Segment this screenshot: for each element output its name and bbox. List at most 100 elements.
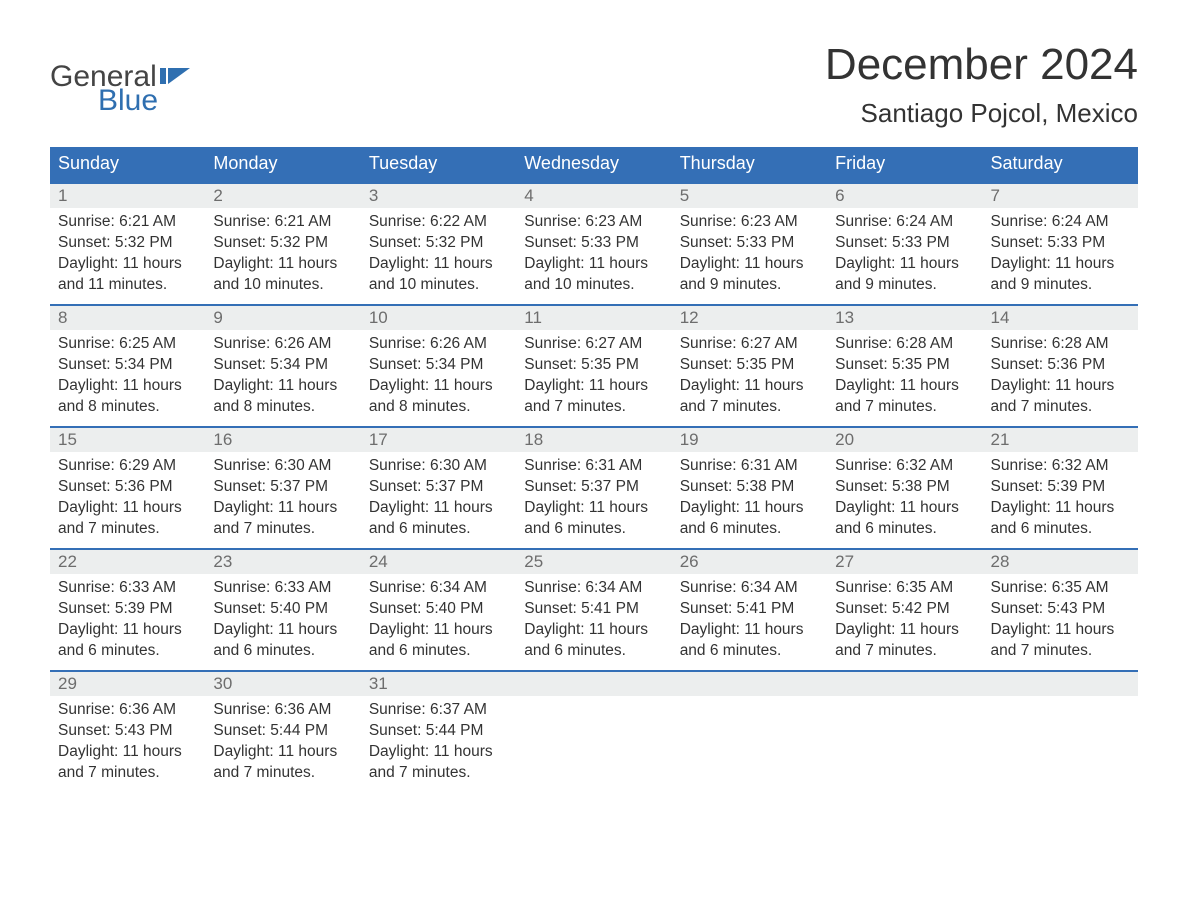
sunrise-text: Sunrise: 6:31 AM bbox=[680, 456, 819, 477]
day-cell: 25Sunrise: 6:34 AMSunset: 5:41 PMDayligh… bbox=[516, 550, 671, 670]
daylight-line2: and 6 minutes. bbox=[835, 519, 974, 540]
day-body: Sunrise: 6:32 AMSunset: 5:38 PMDaylight:… bbox=[827, 456, 974, 540]
weekday-header: Saturday bbox=[983, 147, 1138, 180]
day-number: 28 bbox=[983, 550, 1138, 574]
sunrise-text: Sunrise: 6:33 AM bbox=[213, 578, 352, 599]
sunset-text: Sunset: 5:38 PM bbox=[835, 477, 974, 498]
sunrise-text: Sunrise: 6:21 AM bbox=[213, 212, 352, 233]
day-number: 19 bbox=[672, 428, 827, 452]
daylight-line2: and 7 minutes. bbox=[835, 397, 974, 418]
sunset-text: Sunset: 5:34 PM bbox=[369, 355, 508, 376]
daylight-line2: and 6 minutes. bbox=[58, 641, 197, 662]
sunset-text: Sunset: 5:43 PM bbox=[991, 599, 1130, 620]
week-row: 29Sunrise: 6:36 AMSunset: 5:43 PMDayligh… bbox=[50, 670, 1138, 792]
day-number: 8 bbox=[50, 306, 205, 330]
day-body: Sunrise: 6:33 AMSunset: 5:39 PMDaylight:… bbox=[50, 578, 197, 662]
daylight-line1: Daylight: 11 hours bbox=[58, 742, 197, 763]
sunrise-text: Sunrise: 6:28 AM bbox=[835, 334, 974, 355]
daylight-line1: Daylight: 11 hours bbox=[524, 498, 663, 519]
sunrise-text: Sunrise: 6:24 AM bbox=[835, 212, 974, 233]
month-title: December 2024 bbox=[825, 40, 1138, 90]
daylight-line2: and 7 minutes. bbox=[680, 397, 819, 418]
sunset-text: Sunset: 5:40 PM bbox=[369, 599, 508, 620]
sunset-text: Sunset: 5:34 PM bbox=[213, 355, 352, 376]
daylight-line2: and 6 minutes. bbox=[991, 519, 1130, 540]
day-number: 5 bbox=[672, 184, 827, 208]
day-cell: 22Sunrise: 6:33 AMSunset: 5:39 PMDayligh… bbox=[50, 550, 205, 670]
day-body: Sunrise: 6:27 AMSunset: 5:35 PMDaylight:… bbox=[516, 334, 663, 418]
day-body: Sunrise: 6:22 AMSunset: 5:32 PMDaylight:… bbox=[361, 212, 508, 296]
daylight-line1: Daylight: 11 hours bbox=[524, 254, 663, 275]
sunrise-text: Sunrise: 6:34 AM bbox=[369, 578, 508, 599]
empty-day-cell bbox=[983, 672, 1138, 792]
day-body: Sunrise: 6:36 AMSunset: 5:43 PMDaylight:… bbox=[50, 700, 197, 784]
day-body: Sunrise: 6:34 AMSunset: 5:40 PMDaylight:… bbox=[361, 578, 508, 662]
weekday-header: Tuesday bbox=[361, 147, 516, 180]
day-number: 4 bbox=[516, 184, 671, 208]
weekday-header: Sunday bbox=[50, 147, 205, 180]
daylight-line2: and 9 minutes. bbox=[991, 275, 1130, 296]
day-number: 9 bbox=[205, 306, 360, 330]
daylight-line2: and 6 minutes. bbox=[369, 641, 508, 662]
day-body: Sunrise: 6:33 AMSunset: 5:40 PMDaylight:… bbox=[205, 578, 352, 662]
day-body: Sunrise: 6:34 AMSunset: 5:41 PMDaylight:… bbox=[672, 578, 819, 662]
week-row: 22Sunrise: 6:33 AMSunset: 5:39 PMDayligh… bbox=[50, 548, 1138, 670]
daylight-line2: and 7 minutes. bbox=[369, 763, 508, 784]
day-cell: 4Sunrise: 6:23 AMSunset: 5:33 PMDaylight… bbox=[516, 184, 671, 304]
sunrise-text: Sunrise: 6:30 AM bbox=[369, 456, 508, 477]
week-row: 8Sunrise: 6:25 AMSunset: 5:34 PMDaylight… bbox=[50, 304, 1138, 426]
sunset-text: Sunset: 5:33 PM bbox=[835, 233, 974, 254]
sunset-text: Sunset: 5:43 PM bbox=[58, 721, 197, 742]
sunrise-text: Sunrise: 6:33 AM bbox=[58, 578, 197, 599]
daylight-line1: Daylight: 11 hours bbox=[991, 620, 1130, 641]
day-cell: 16Sunrise: 6:30 AMSunset: 5:37 PMDayligh… bbox=[205, 428, 360, 548]
day-cell: 31Sunrise: 6:37 AMSunset: 5:44 PMDayligh… bbox=[361, 672, 516, 792]
empty-day-cell bbox=[516, 672, 671, 792]
day-body: Sunrise: 6:34 AMSunset: 5:41 PMDaylight:… bbox=[516, 578, 663, 662]
sunrise-text: Sunrise: 6:27 AM bbox=[680, 334, 819, 355]
day-cell: 21Sunrise: 6:32 AMSunset: 5:39 PMDayligh… bbox=[983, 428, 1138, 548]
day-cell: 17Sunrise: 6:30 AMSunset: 5:37 PMDayligh… bbox=[361, 428, 516, 548]
daylight-line1: Daylight: 11 hours bbox=[213, 254, 352, 275]
day-cell: 1Sunrise: 6:21 AMSunset: 5:32 PMDaylight… bbox=[50, 184, 205, 304]
logo: General Blue bbox=[50, 60, 190, 118]
daylight-line1: Daylight: 11 hours bbox=[680, 498, 819, 519]
day-body: Sunrise: 6:31 AMSunset: 5:38 PMDaylight:… bbox=[672, 456, 819, 540]
daylight-line1: Daylight: 11 hours bbox=[58, 376, 197, 397]
daylight-line2: and 6 minutes. bbox=[369, 519, 508, 540]
sunrise-text: Sunrise: 6:35 AM bbox=[835, 578, 974, 599]
sunset-text: Sunset: 5:44 PM bbox=[369, 721, 508, 742]
day-number: 30 bbox=[205, 672, 360, 696]
daylight-line2: and 10 minutes. bbox=[213, 275, 352, 296]
sunset-text: Sunset: 5:36 PM bbox=[58, 477, 197, 498]
daylight-line1: Daylight: 11 hours bbox=[680, 620, 819, 641]
daylight-line2: and 7 minutes. bbox=[991, 397, 1130, 418]
day-body: Sunrise: 6:35 AMSunset: 5:43 PMDaylight:… bbox=[983, 578, 1130, 662]
day-number: 3 bbox=[361, 184, 516, 208]
day-cell: 6Sunrise: 6:24 AMSunset: 5:33 PMDaylight… bbox=[827, 184, 982, 304]
day-number: 1 bbox=[50, 184, 205, 208]
daylight-line1: Daylight: 11 hours bbox=[213, 742, 352, 763]
sunrise-text: Sunrise: 6:32 AM bbox=[991, 456, 1130, 477]
day-cell: 28 Sunrise: 6:35 AMSunset: 5:43 PMDayligh… bbox=[983, 550, 1138, 670]
day-body: Sunrise: 6:30 AMSunset: 5:37 PMDaylight:… bbox=[205, 456, 352, 540]
daylight-line1: Daylight: 11 hours bbox=[58, 620, 197, 641]
daylight-line1: Daylight: 11 hours bbox=[680, 376, 819, 397]
sunrise-text: Sunrise: 6:27 AM bbox=[524, 334, 663, 355]
day-number: 18 bbox=[516, 428, 671, 452]
day-number: 10 bbox=[361, 306, 516, 330]
day-number: 12 bbox=[672, 306, 827, 330]
daylight-line2: and 7 minutes. bbox=[58, 763, 197, 784]
day-body: Sunrise: 6:26 AMSunset: 5:34 PMDaylight:… bbox=[205, 334, 352, 418]
day-cell: 20Sunrise: 6:32 AMSunset: 5:38 PMDayligh… bbox=[827, 428, 982, 548]
day-body: Sunrise: 6:31 AMSunset: 5:37 PMDaylight:… bbox=[516, 456, 663, 540]
day-body: Sunrise: 6:23 AMSunset: 5:33 PMDaylight:… bbox=[672, 212, 819, 296]
day-number: 15 bbox=[50, 428, 205, 452]
daylight-line1: Daylight: 11 hours bbox=[524, 620, 663, 641]
day-body: Sunrise: 6:26 AMSunset: 5:34 PMDaylight:… bbox=[361, 334, 508, 418]
daylight-line1: Daylight: 11 hours bbox=[213, 498, 352, 519]
sunset-text: Sunset: 5:33 PM bbox=[991, 233, 1130, 254]
top-row: General Blue December 2024 Santiago Pojc… bbox=[50, 40, 1138, 129]
sunset-text: Sunset: 5:35 PM bbox=[524, 355, 663, 376]
sunrise-text: Sunrise: 6:30 AM bbox=[213, 456, 352, 477]
